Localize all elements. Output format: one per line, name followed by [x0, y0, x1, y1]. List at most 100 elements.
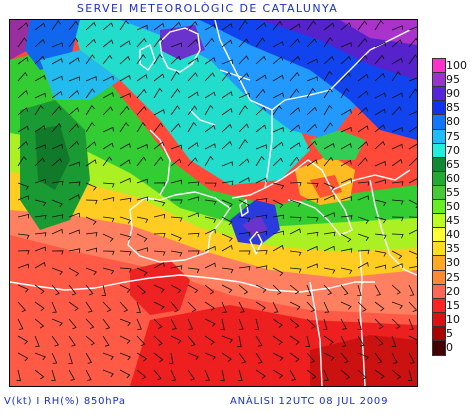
wind-barb — [204, 284, 215, 295]
wind-barb — [408, 284, 415, 296]
wind-barb — [119, 197, 132, 203]
wind-barb — [51, 284, 60, 296]
wind-barb — [170, 301, 179, 313]
wind-barb — [68, 90, 80, 99]
wind-barb — [238, 216, 251, 223]
wind-barb — [187, 105, 198, 116]
wind-barb — [153, 250, 166, 256]
wind-barb — [272, 199, 284, 209]
wind-barb — [306, 284, 312, 296]
wind-barb — [374, 124, 386, 133]
wind-barb — [34, 55, 45, 65]
wind-barb — [51, 228, 63, 235]
wind-barb — [153, 301, 165, 310]
wind-barb — [68, 20, 79, 31]
legend-label: 90 — [446, 87, 460, 101]
wind-barb — [68, 76, 80, 82]
humidity-legend: 100 95 90 85 80 75 70 65 60 55 50 45 40 35 30 25 20 15 10 5… — [432, 58, 472, 358]
wind-barb — [85, 284, 94, 296]
wind-barb — [391, 233, 404, 239]
legend-label: 80 — [446, 115, 460, 129]
wind-barb — [374, 161, 386, 167]
wind-barb — [323, 156, 334, 167]
wind-barb — [340, 284, 349, 296]
wind-barb — [136, 106, 147, 116]
wind-barb — [85, 216, 97, 225]
wind-barb — [255, 155, 265, 167]
wind-barb — [272, 335, 283, 346]
wind-barb — [272, 127, 284, 133]
map-canvas — [10, 20, 417, 386]
wind-barb — [85, 335, 95, 346]
wind-barb — [153, 156, 164, 167]
wind-barb — [357, 335, 365, 347]
wind-barb — [408, 37, 417, 48]
wind-barb — [170, 284, 182, 294]
wind-barb — [272, 74, 284, 82]
wind-barb — [289, 335, 300, 345]
wind-barb — [306, 76, 318, 82]
wind-barb — [153, 262, 165, 269]
wind-barb — [238, 38, 249, 48]
legend-label: 85 — [446, 101, 460, 115]
wind-barb — [51, 250, 64, 255]
wind-barb — [255, 250, 268, 255]
wind-barb — [323, 301, 330, 313]
wind-barb — [340, 87, 350, 99]
wind-barb — [374, 335, 384, 346]
wind-barb — [51, 369, 56, 381]
wind-barb — [119, 55, 131, 65]
wind-barb — [136, 335, 146, 347]
wind-barb — [51, 318, 63, 327]
wind-barb — [51, 180, 64, 186]
wind-barb — [68, 352, 73, 364]
wind-barb — [357, 195, 369, 201]
wind-barb — [170, 88, 181, 99]
wind-barb — [408, 266, 417, 269]
wind-barb — [306, 140, 317, 150]
wind-barb — [238, 231, 251, 237]
wind-barb — [221, 352, 232, 362]
wind-barb — [408, 352, 415, 364]
wind-barb — [289, 55, 301, 65]
wind-barb — [85, 21, 97, 31]
wind-barb — [204, 104, 214, 116]
wind-barb — [187, 267, 200, 274]
wind-barb — [34, 74, 46, 82]
wind-barb — [272, 41, 284, 48]
wind-barb — [306, 245, 318, 252]
wind-barb — [16, 369, 22, 382]
wind-barb — [255, 74, 267, 82]
wind-barb — [323, 245, 335, 252]
wind-barb — [238, 55, 249, 65]
wind-barb — [323, 194, 335, 201]
wind-barb — [306, 301, 316, 313]
wind-barb — [85, 369, 92, 381]
wind-barb — [238, 123, 249, 133]
wind-barb — [68, 194, 80, 201]
wind-barb — [289, 301, 301, 310]
wind-barb — [187, 232, 200, 238]
wind-barb — [238, 20, 248, 31]
wind-barb — [153, 182, 166, 187]
wind-barb — [187, 38, 199, 48]
wind-barb — [357, 301, 367, 312]
wind-barb — [51, 267, 63, 276]
wind-barb — [136, 233, 148, 242]
wind-barb — [408, 301, 417, 313]
wind-barb — [306, 106, 318, 116]
wind-barb — [102, 142, 114, 150]
wind-barb — [221, 284, 233, 294]
wind-barb — [34, 301, 45, 312]
wind-barb — [170, 42, 182, 48]
wind-barb — [170, 233, 182, 242]
wind-barb — [102, 196, 115, 202]
wind-barb — [187, 250, 200, 255]
wind-barb — [68, 107, 80, 116]
wind-barb — [17, 56, 29, 65]
wind-barb — [68, 57, 80, 65]
wind-barb — [221, 233, 233, 242]
wind-barb — [204, 262, 216, 269]
wind-barb — [221, 301, 227, 313]
wind-barb — [340, 159, 352, 167]
